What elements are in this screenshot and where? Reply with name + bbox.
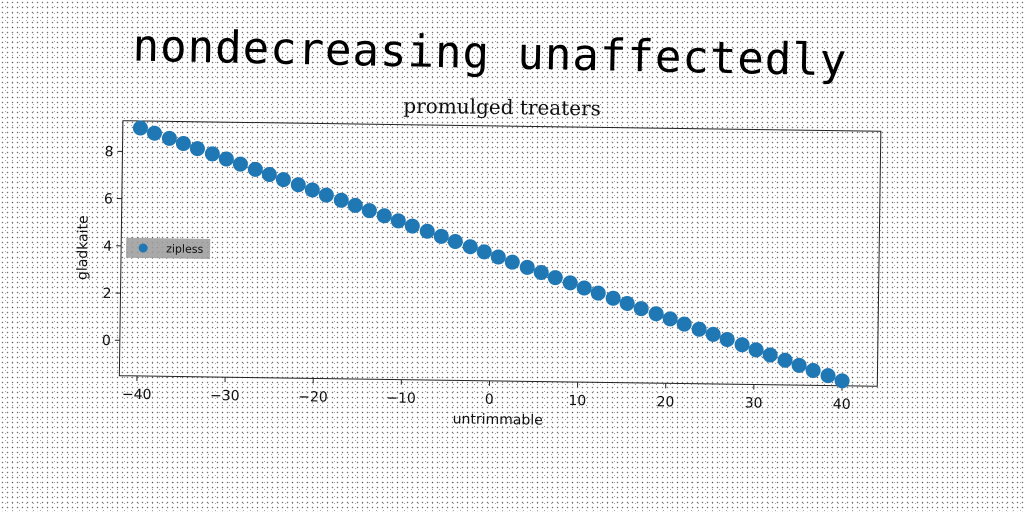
legend: zipless [125,237,211,259]
data-point [605,290,621,306]
data-point [290,177,306,193]
data-point [204,146,220,162]
y-axis: 0 2 4 6 8 [102,144,123,349]
x-axis: −40 −30 −20 −10 0 10 20 30 40 [122,375,851,413]
data-point [175,136,191,152]
data-point [161,130,177,146]
legend-marker [138,243,148,253]
data-point [834,373,850,389]
data-point [719,332,735,348]
data-point [648,306,664,322]
x-tick-label: 40 [833,397,851,413]
data-point [619,295,635,311]
data-point [447,234,463,250]
data-point [261,166,277,182]
data-point [791,357,807,373]
data-point [547,270,563,286]
data-point [662,311,678,327]
x-axis-label: untrimmable [453,411,543,428]
data-point [805,363,821,379]
data-point [347,197,363,213]
data-point [333,192,349,208]
y-tick-label: 6 [104,191,113,207]
data-point [275,172,291,188]
x-tick-label: −40 [122,387,152,403]
x-tick-label: 30 [745,395,763,411]
data-point [691,321,707,337]
data-point [533,264,549,280]
data-point [519,259,535,275]
data-point [734,337,750,353]
data-point [633,301,649,317]
chart-title: promulged treaters [403,94,601,121]
y-tick-label: 0 [102,333,111,349]
data-point [433,228,449,244]
data-point [476,244,492,260]
data-point [490,249,506,265]
x-tick-label: −30 [210,388,240,404]
data-point [504,254,520,270]
y-tick-label: 4 [103,239,112,255]
data-point [705,326,721,342]
data-point [576,280,592,296]
y-axis-label: gladkaite [75,215,92,280]
data-point [189,141,205,157]
data-points [132,120,850,389]
data-point [318,187,334,203]
data-point [247,161,263,177]
plot-frame [118,120,882,387]
data-point [676,316,692,332]
data-point [232,156,248,172]
data-point [820,368,836,384]
y-tick-label: 8 [104,144,113,160]
data-point [390,213,406,229]
y-tick-label: 2 [102,286,111,302]
x-tick-label: −10 [386,390,416,406]
data-point [304,182,320,198]
data-point [376,208,392,224]
data-point [361,203,377,219]
legend-box [125,237,211,259]
data-point [146,125,162,141]
data-point [132,120,148,136]
data-point [404,218,420,234]
x-tick-label: 10 [568,393,586,409]
data-point [462,239,478,255]
x-tick-label: 0 [485,392,494,408]
data-point [562,275,578,291]
x-tick-label: −20 [298,389,328,405]
data-point [748,342,764,358]
data-point [777,352,793,368]
data-point [762,347,778,363]
data-point [419,223,435,239]
x-tick-label: 20 [656,394,674,410]
data-point [590,285,606,301]
data-point [218,151,234,167]
legend-label: zipless [166,242,204,256]
